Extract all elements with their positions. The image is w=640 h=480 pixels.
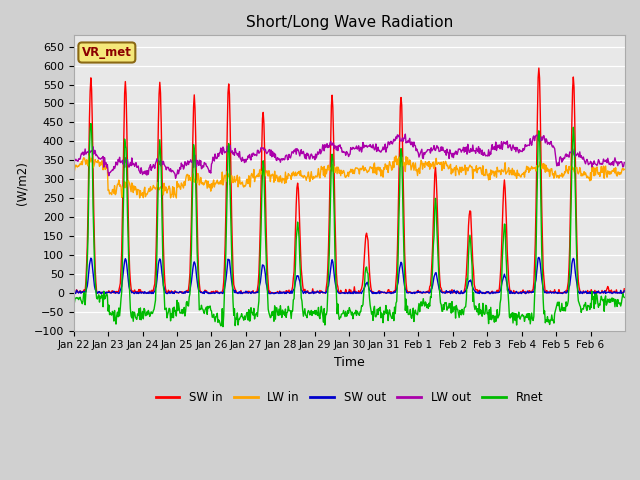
LW in <box>407 167 415 173</box>
SW in <box>620 286 628 292</box>
LW in <box>70 164 77 170</box>
SW in <box>134 289 142 295</box>
LW out <box>134 163 142 169</box>
Rnet <box>70 291 77 297</box>
LW in <box>285 172 293 178</box>
LW in <box>620 167 628 172</box>
SW out <box>406 290 414 296</box>
SW out <box>264 287 271 293</box>
LW out <box>620 160 628 166</box>
LW in <box>438 168 446 173</box>
LW out <box>401 131 409 137</box>
LW out <box>70 162 77 168</box>
Rnet <box>219 324 227 330</box>
Line: Rnet: Rnet <box>74 123 624 327</box>
Rnet <box>438 308 446 314</box>
SW out <box>71 291 79 297</box>
SW out <box>535 254 543 260</box>
SW out <box>437 289 445 295</box>
SW in <box>284 290 291 296</box>
Rnet <box>87 120 95 126</box>
Rnet <box>407 314 415 320</box>
LW in <box>172 195 180 201</box>
SW out <box>135 290 143 296</box>
Rnet <box>620 295 628 300</box>
X-axis label: Time: Time <box>334 356 365 369</box>
LW in <box>135 187 143 193</box>
SW out <box>70 290 77 296</box>
Line: SW in: SW in <box>74 68 624 293</box>
SW out <box>284 289 292 295</box>
SW in <box>263 249 271 255</box>
SW in <box>406 289 413 295</box>
SW in <box>236 290 243 296</box>
LW in <box>237 181 244 187</box>
LW in <box>264 173 272 179</box>
Rnet <box>237 313 244 319</box>
Line: LW in: LW in <box>74 156 624 198</box>
Rnet <box>135 306 143 312</box>
Line: SW out: SW out <box>74 257 624 294</box>
Y-axis label: (W/m2): (W/m2) <box>15 161 28 205</box>
Line: LW out: LW out <box>74 134 624 178</box>
Legend: SW in, LW in, SW out, LW out, Rnet: SW in, LW in, SW out, LW out, Rnet <box>151 387 548 409</box>
LW out <box>172 175 179 181</box>
SW in <box>70 290 77 296</box>
LW out <box>284 156 292 162</box>
LW out <box>438 147 446 153</box>
SW in <box>436 285 444 290</box>
LW out <box>264 150 271 156</box>
SW in <box>535 65 543 71</box>
Text: VR_met: VR_met <box>82 46 132 59</box>
SW out <box>236 290 244 296</box>
LW out <box>407 142 415 148</box>
LW in <box>86 153 93 158</box>
Rnet <box>285 308 293 313</box>
Rnet <box>264 306 272 312</box>
Title: Short/Long Wave Radiation: Short/Long Wave Radiation <box>246 15 453 30</box>
LW out <box>236 156 244 161</box>
SW out <box>620 288 628 294</box>
